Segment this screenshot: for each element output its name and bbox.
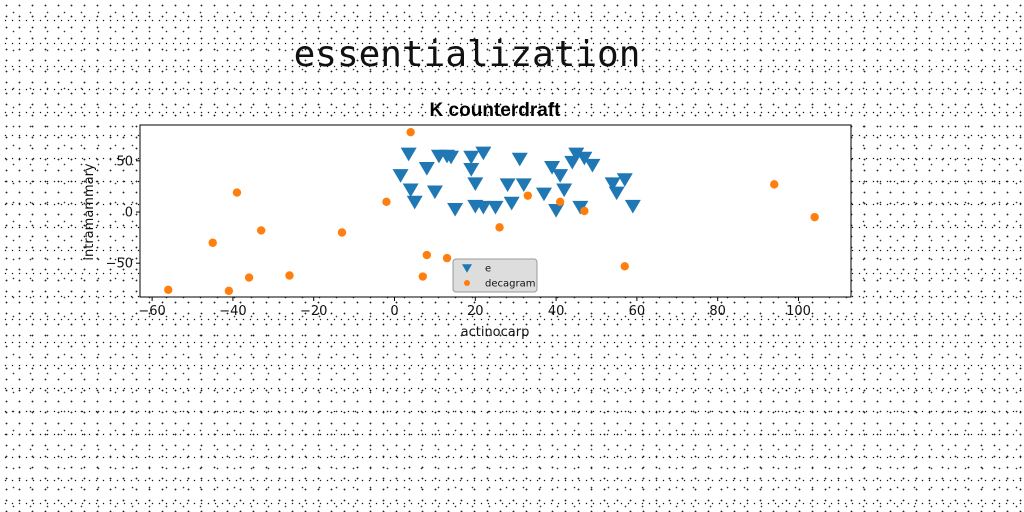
data-point-e	[552, 169, 569, 183]
data-point-e	[544, 160, 561, 175]
x-tick-label: 80	[709, 304, 726, 319]
legend: e decagram	[452, 258, 538, 293]
data-point-e	[511, 152, 528, 167]
data-point-decagram	[810, 212, 819, 222]
data-point-e	[499, 178, 516, 192]
data-point-decagram	[382, 197, 391, 206]
x-tick-label: −40	[219, 304, 246, 319]
data-point-e	[463, 150, 480, 165]
data-point-decagram	[232, 188, 242, 197]
chart-title: K counterdraft	[430, 100, 562, 121]
legend-label: decagram	[485, 279, 535, 290]
data-point-e	[604, 177, 621, 191]
data-point-e	[447, 202, 464, 217]
legend-marker-e	[462, 264, 472, 273]
page-title: essentialization	[293, 34, 641, 75]
data-point-decagram	[164, 285, 173, 295]
data-point-decagram	[285, 271, 294, 280]
x-tick-label: 20	[467, 304, 484, 319]
data-point-e	[584, 158, 601, 173]
data-point-e	[463, 163, 480, 177]
data-point-e	[487, 200, 504, 215]
data-point-decagram	[555, 197, 565, 206]
y-axis: −50 0 50	[106, 154, 140, 272]
data-point-e	[418, 162, 435, 176]
data-point-decagram	[770, 180, 779, 189]
data-point-decagram	[337, 228, 347, 237]
plot-area	[164, 127, 819, 296]
data-point-e	[535, 187, 552, 202]
data-point-e	[548, 203, 565, 218]
x-tick-label: 40	[548, 304, 565, 319]
legend-marker-decagram	[464, 280, 470, 286]
data-point-decagram	[244, 273, 254, 282]
data-point-e	[400, 147, 417, 162]
data-point-decagram	[224, 286, 234, 296]
data-point-e	[402, 183, 419, 198]
data-point-e	[572, 200, 589, 215]
data-point-e	[475, 146, 492, 161]
data-point-decagram	[580, 206, 589, 216]
y-tick-label: −50	[106, 257, 133, 272]
data-point-decagram	[523, 191, 533, 200]
data-point-decagram	[495, 223, 504, 232]
data-point-decagram	[406, 127, 415, 137]
data-point-e	[439, 149, 456, 164]
x-tick-label: −60	[138, 304, 165, 319]
data-point-decagram	[256, 226, 266, 235]
data-point-decagram	[418, 272, 427, 281]
data-point-e	[624, 199, 641, 214]
data-point-e	[576, 151, 593, 166]
data-point-e	[515, 178, 532, 192]
data-point-e	[616, 173, 633, 187]
legend-label: e	[485, 264, 491, 275]
x-tick-label: 0	[390, 304, 398, 319]
legend-box	[452, 258, 538, 293]
data-point-e	[568, 147, 585, 162]
data-point-e	[392, 169, 409, 183]
data-point-e	[467, 177, 484, 191]
data-point-decagram	[620, 262, 629, 271]
data-point-e	[608, 186, 625, 201]
data-point-decagram	[442, 253, 452, 263]
x-tick-label: −20	[300, 304, 327, 319]
x-axis-label: actinocarp	[461, 325, 530, 340]
y-axis-label: intramammary	[82, 163, 97, 261]
y-tick-label: 0	[125, 206, 133, 221]
data-point-e	[426, 185, 443, 200]
x-tick-label: 100	[786, 304, 811, 319]
x-tick-label: 60	[629, 304, 646, 319]
x-axis: −60 −40 −20 0 20 40 60 80 100	[138, 297, 811, 319]
data-point-decagram	[208, 238, 217, 247]
data-point-e	[475, 200, 492, 215]
data-point-e	[556, 183, 573, 198]
data-point-decagram	[422, 250, 432, 260]
y-tick-label: 50	[116, 154, 133, 169]
data-point-e	[503, 196, 520, 211]
data-point-e	[406, 195, 423, 210]
